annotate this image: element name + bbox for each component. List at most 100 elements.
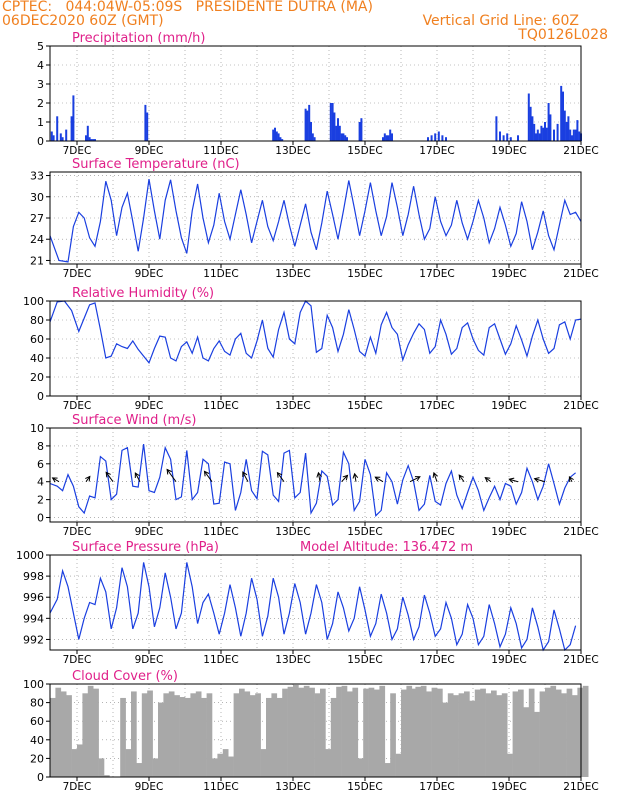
precip-bar <box>144 104 147 141</box>
cloud-column <box>71 749 78 777</box>
cloud-column <box>390 693 396 777</box>
cloud-xtick-label: 13DEC <box>275 781 310 793</box>
pres-annotation: Model Altitude: 136.472 m <box>300 540 473 555</box>
cloud-column <box>179 697 186 777</box>
cloud-column <box>539 691 546 777</box>
wind-wind-arrowhead <box>352 472 359 479</box>
precip-xtick-label: 17DEC <box>419 145 454 157</box>
cloud-panel: 0 20 40 60 80 100 7DEC 9DEC 11DEC 13DEC 15DEC 17DEC… <box>23 669 599 793</box>
rh-xtick-label: 9DEC <box>135 400 164 412</box>
cloud-column <box>50 697 56 777</box>
cloud-column <box>442 702 449 777</box>
precip-bar <box>565 122 568 141</box>
precip-bar <box>563 110 566 141</box>
cloud-column <box>152 758 159 777</box>
temp-ytick-label: 30 <box>30 191 44 204</box>
cloud-column <box>255 693 261 777</box>
cloud-column <box>512 691 519 777</box>
wind-wind-vector <box>375 476 384 483</box>
cloud-ytick-label: 20 <box>30 752 44 765</box>
wind-wind-vector <box>484 477 492 483</box>
cloud-column <box>282 688 288 777</box>
cloud-column <box>212 758 218 777</box>
precip-ytick-label: 3 <box>37 78 44 91</box>
precip-bar <box>517 135 519 141</box>
temp-ytick-label: 24 <box>30 233 44 246</box>
cloud-column <box>206 693 213 777</box>
pres-ytick-label: 1000 <box>16 549 44 562</box>
cloud-column <box>330 697 337 777</box>
pres-title: Surface Pressure (hPa) <box>72 540 219 555</box>
cloud-column <box>582 685 589 777</box>
cloud-column <box>426 691 432 777</box>
header-run-date: 06DEC2020 60Z (GMT) <box>2 13 164 29</box>
precip-bar <box>506 133 509 141</box>
precip-bar <box>538 133 541 141</box>
pres-line <box>49 562 577 652</box>
rh-ytick-label: 60 <box>30 333 44 346</box>
header-station: CPTEC: 044:04W-05:09S PRESIDENTE DUTRA (… <box>2 0 373 15</box>
cloud-column <box>325 749 332 777</box>
cloud-column <box>480 688 486 777</box>
wind-wind-arrowhead <box>316 471 322 478</box>
wind-wind-vector <box>242 471 249 482</box>
wind-wind-vector <box>52 477 60 483</box>
cloud-ytick-label: 80 <box>30 697 44 710</box>
cloud-column <box>347 691 353 777</box>
rh-xtick-label: 15DEC <box>347 400 382 412</box>
precip-bar <box>540 125 543 141</box>
precip-bar <box>360 118 363 141</box>
cloud-column <box>244 691 251 777</box>
precip-title: Precipitation (mm/h) <box>72 31 205 46</box>
precip-bar <box>578 131 581 141</box>
pres-xtick-label: 15DEC <box>347 654 382 666</box>
pres-ytick-label: 994 <box>23 612 44 625</box>
precip-ytick-label: 5 <box>37 40 44 53</box>
rh-xtick-label: 11DEC <box>203 400 238 412</box>
cloud-column <box>93 688 99 777</box>
temp-line <box>49 178 582 263</box>
cloud-column <box>66 695 72 777</box>
precip-bar <box>441 135 444 141</box>
wind-wind-arrowhead <box>85 475 91 482</box>
precip-bar <box>430 135 433 141</box>
cloud-column <box>104 775 110 777</box>
cloud-column <box>379 685 386 777</box>
precip-bar <box>536 129 539 141</box>
precip-bar <box>529 106 532 141</box>
precip-bar <box>342 133 345 141</box>
wind-wind-arrowhead <box>484 477 491 483</box>
precip-bar <box>553 129 555 141</box>
header-model-id: TQ0126L028 <box>518 27 608 43</box>
precip-bar <box>272 129 275 141</box>
wind-wind-vector <box>166 469 177 483</box>
precip-bar <box>569 129 572 141</box>
precip-bar <box>434 133 437 141</box>
precip-bar <box>535 133 537 141</box>
cloud-column <box>131 691 137 777</box>
precip-bar <box>59 133 62 141</box>
wind-wind-vector <box>458 474 465 483</box>
cloud-column <box>501 693 508 777</box>
wind-wind-arrowhead <box>342 474 349 481</box>
pres-ytick-label: 996 <box>23 591 44 604</box>
wind-wind-arrowhead <box>374 476 381 482</box>
wind-wind-vector <box>433 472 438 482</box>
cloud-xtick-label: 7DEC <box>63 781 92 793</box>
rh-panel: 0 20 40 60 80 100 7DEC 9DEC 11DEC 13DEC 15DEC 17DEC… <box>23 286 599 412</box>
precip-bar <box>304 108 307 141</box>
precip-bar <box>274 127 276 141</box>
cloud-column <box>447 693 454 777</box>
precip-bar <box>333 112 336 141</box>
cloud-column <box>555 689 562 777</box>
precip-bar <box>509 137 512 141</box>
pres-ytick-label: 998 <box>23 570 44 583</box>
wind-wind-vector <box>317 472 321 482</box>
wind-ytick-label: 4 <box>37 476 44 489</box>
wind-wind-arrowhead <box>105 471 111 478</box>
cloud-column <box>233 693 240 777</box>
temp-xtick-label: 15DEC <box>347 268 382 280</box>
cloud-xtick-label: 19DEC <box>491 781 526 793</box>
pres-xtick-label: 21DEC <box>563 654 598 666</box>
